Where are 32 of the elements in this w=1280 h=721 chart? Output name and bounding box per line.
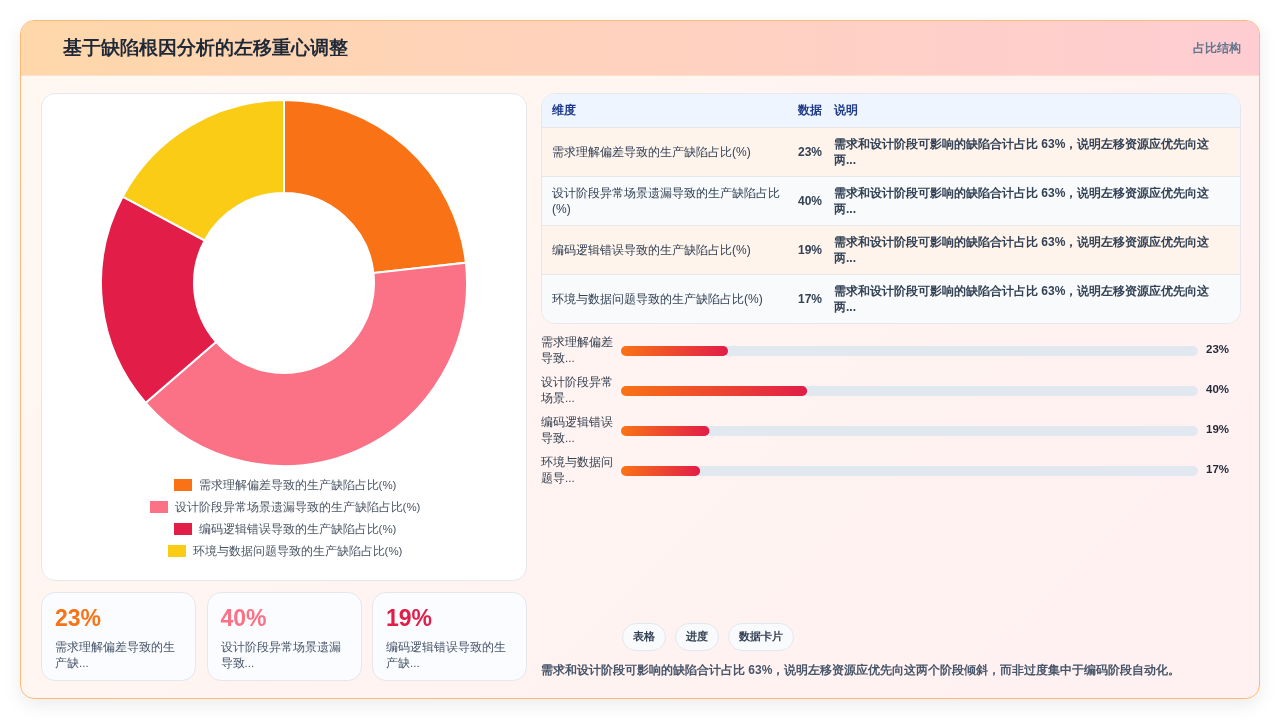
y-tick-label: 环境与数据问题导...	[541, 455, 614, 486]
y-tick-label: 需求理解偏差导致...	[541, 335, 614, 366]
legend-label: 设计阶段异常场景遗漏导致的生产缺陷占比(%)	[174, 499, 421, 515]
category-label: 设计阶段异常场景遗漏导致的生产缺陷占比(%)	[551, 184, 781, 218]
text: 需求和设计阶段可影响的缺陷合计占比 63%，说明左移资源应优先向这两个阶段倾斜，而非过度集中于编码阶段自动化。	[541, 662, 1181, 679]
text: 基于缺陷根因分析的左移重心调整	[63, 36, 348, 60]
table-row: 需求理解偏差导致的生产缺陷占比(%) 23% 需求和设计阶段可影响的缺陷合计占比 63%，说明左移资源应优先向这两...	[542, 127, 1240, 176]
y-tick-label: 编码逻辑错误导致...	[541, 415, 614, 446]
data-label: 40%	[1206, 383, 1230, 395]
table-header: 维度 数据 说明	[542, 94, 1240, 127]
category-label: 设计阶段异常场景遗漏导致...	[220, 640, 342, 671]
category-label: 需求理解偏差导致的生产缺陷占比(%)	[551, 143, 752, 161]
data-label: 23%	[1206, 343, 1230, 355]
text: 23%	[55, 605, 102, 631]
data-label: 17%	[1206, 463, 1230, 475]
category-label: 环境与数据问题导致的生产缺陷占比(%)	[551, 290, 764, 308]
text: 进度	[675, 623, 719, 651]
text: 占比结构	[1193, 40, 1241, 57]
table-row: 环境与数据问题导致的生产缺陷占比(%) 17% 需求和设计阶段可影响的缺陷合计占比 63%，说明左移资源应优先向这两...	[542, 274, 1240, 323]
text: 数据卡片	[728, 623, 794, 651]
text: 表格	[622, 623, 666, 651]
text: 40%	[220, 605, 267, 631]
legend-label: 环境与数据问题导致的生产缺陷占比(%)	[192, 543, 403, 559]
category-label: 编码逻辑错误导致的生产缺陷占比(%)	[551, 241, 752, 259]
category-label: 编码逻辑错误导致的生产缺...	[386, 640, 507, 671]
text: 19%	[386, 605, 433, 631]
category-label: 需求理解偏差导致的生产缺...	[55, 640, 176, 671]
y-tick-label: 设计阶段异常场景...	[541, 375, 614, 406]
data-label: 19%	[1206, 423, 1230, 435]
legend-label: 需求理解偏差导致的生产缺陷占比(%)	[198, 477, 397, 493]
legend-label: 编码逻辑错误导致的生产缺陷占比(%)	[198, 521, 397, 537]
table-row: 设计阶段异常场景遗漏导致的生产缺陷占比(%) 40% 需求和设计阶段可影响的缺陷合计占比 63%，说明左移资源应优先向这两...	[542, 176, 1240, 225]
